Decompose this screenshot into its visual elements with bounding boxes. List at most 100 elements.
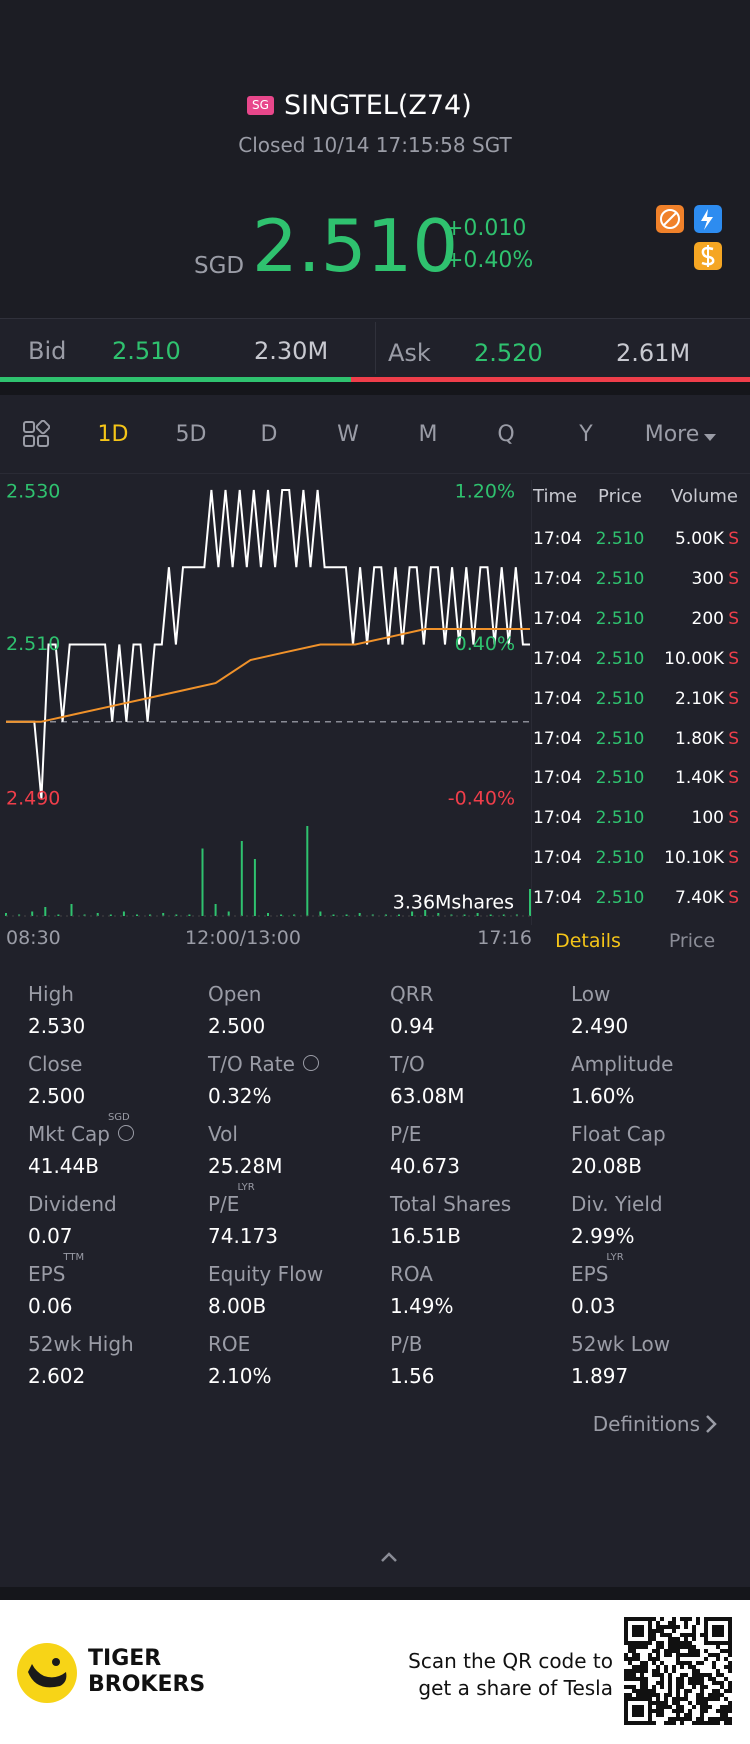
market-badge: SG (247, 96, 274, 115)
qr-module (692, 1633, 696, 1637)
detail-value: 0.03 (571, 1294, 616, 1318)
qr-module (720, 1685, 724, 1689)
qr-module (684, 1661, 688, 1665)
tab[interactable]: M (418, 422, 438, 447)
trade-volume: 5.00K (675, 529, 724, 549)
qr-module (676, 1693, 680, 1697)
qr-module (672, 1641, 676, 1645)
volume-bar (463, 914, 466, 916)
qr-module (636, 1669, 640, 1673)
detail-label: T/O Rate (208, 1052, 295, 1076)
trade-side: S (728, 888, 739, 909)
volume-bar (83, 914, 86, 916)
volume-bar (437, 913, 440, 916)
qr-module (664, 1697, 668, 1701)
qr-module (652, 1617, 656, 1621)
qr-module (636, 1693, 640, 1697)
qr-module (656, 1669, 660, 1673)
qr-module (700, 1673, 704, 1677)
qr-module (632, 1673, 636, 1677)
qr-module (652, 1701, 656, 1705)
qr-module (624, 1677, 628, 1681)
collapse[interactable] (379, 1550, 399, 1564)
qr-module (696, 1669, 700, 1673)
brand: BROKERS (88, 1672, 206, 1697)
qr-module (724, 1677, 728, 1681)
detail-label: Float Cap (571, 1122, 666, 1146)
tab[interactable]: D (260, 422, 278, 447)
qr-module (712, 1681, 716, 1685)
qr-module (672, 1637, 676, 1641)
qr-module (680, 1697, 684, 1701)
tab[interactable]: More (644, 422, 700, 447)
trades-header: Time (533, 486, 578, 507)
qr-module (696, 1681, 700, 1685)
trade-price: 2.510 (595, 608, 645, 629)
qr-module (696, 1693, 700, 1697)
qr-module (624, 1673, 628, 1677)
qr-module (696, 1621, 700, 1625)
qr-module (708, 1693, 712, 1697)
qr-module (644, 1681, 648, 1685)
detail-value: 0.07 (28, 1224, 73, 1248)
qr-module (680, 1653, 684, 1657)
detail-value: 0.94 (390, 1014, 435, 1038)
layout-icon[interactable] (22, 420, 50, 448)
divider (375, 322, 376, 374)
qr-module (688, 1617, 692, 1621)
tab[interactable]: 1D (97, 422, 129, 447)
qr-module (712, 1665, 716, 1669)
qr-module (644, 1669, 648, 1673)
qr-module (640, 1677, 644, 1681)
volume-bar (267, 913, 269, 916)
qr-module (652, 1685, 656, 1689)
qr-module (656, 1641, 660, 1645)
tab[interactable]: Q (497, 422, 515, 447)
qr-module (700, 1677, 704, 1681)
qr-module (728, 1649, 732, 1653)
qr-module (720, 1693, 724, 1697)
definitions[interactable]: Definitions (592, 1412, 700, 1436)
qr-module (636, 1657, 640, 1661)
tab[interactable]: W (337, 422, 359, 447)
volume-bar (240, 841, 243, 916)
dropdown-arrow (704, 434, 716, 441)
qr-module (684, 1697, 688, 1701)
price: 2.510 (252, 204, 459, 288)
detail-tab[interactable]: Details (555, 930, 621, 952)
qr-module (668, 1621, 672, 1625)
qr-module (652, 1637, 656, 1641)
detail-value: 1.60% (571, 1084, 635, 1108)
trade-side: S (728, 529, 739, 549)
qr-module (700, 1685, 704, 1689)
qr-module (728, 1645, 732, 1649)
qr-module (724, 1709, 728, 1713)
qr-module (660, 1709, 664, 1713)
tab[interactable]: 5D (175, 422, 207, 447)
qr-module (724, 1697, 728, 1701)
qr-module (704, 1657, 708, 1661)
ask-price: 2.520 (474, 339, 543, 367)
qr-module (704, 1705, 708, 1709)
qr-module (632, 1705, 644, 1717)
qr-module (672, 1617, 676, 1621)
ask-label: Ask (388, 339, 431, 367)
trade-time: 17:04 (533, 529, 582, 549)
detail-value: 2.530 (28, 1014, 86, 1038)
trade-side: S (728, 808, 739, 829)
detail-value: 74.173 (208, 1224, 278, 1248)
qr-module (660, 1641, 664, 1645)
divider (0, 473, 750, 474)
qr-module (672, 1701, 676, 1705)
volume-bar (280, 914, 283, 916)
detail-tab[interactable]: Price (668, 930, 716, 952)
qr-module (704, 1697, 708, 1701)
qr-module (692, 1685, 696, 1689)
detail-label: Dividend (28, 1192, 117, 1216)
qr-module (724, 1689, 728, 1693)
qr-module (652, 1689, 656, 1693)
qr-module (692, 1653, 696, 1657)
qr-module (692, 1645, 696, 1649)
tab[interactable]: Y (579, 422, 593, 447)
